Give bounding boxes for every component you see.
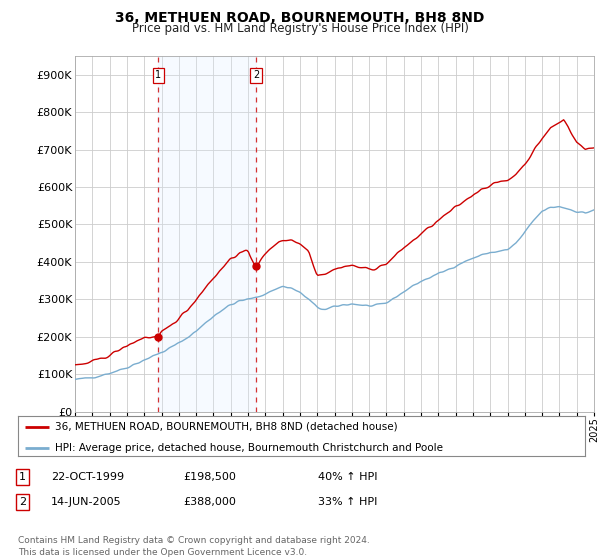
Text: HPI: Average price, detached house, Bournemouth Christchurch and Poole: HPI: Average price, detached house, Bour…	[55, 442, 443, 452]
Text: 2: 2	[253, 70, 259, 80]
Text: 36, METHUEN ROAD, BOURNEMOUTH, BH8 8ND (detached house): 36, METHUEN ROAD, BOURNEMOUTH, BH8 8ND (…	[55, 422, 397, 432]
Text: 40% ↑ HPI: 40% ↑ HPI	[318, 472, 377, 482]
Text: Price paid vs. HM Land Registry's House Price Index (HPI): Price paid vs. HM Land Registry's House …	[131, 22, 469, 35]
Text: 14-JUN-2005: 14-JUN-2005	[51, 497, 122, 507]
Text: £198,500: £198,500	[183, 472, 236, 482]
Text: 36, METHUEN ROAD, BOURNEMOUTH, BH8 8ND: 36, METHUEN ROAD, BOURNEMOUTH, BH8 8ND	[115, 11, 485, 25]
Text: 1: 1	[155, 70, 161, 80]
Text: £388,000: £388,000	[183, 497, 236, 507]
Text: 1: 1	[19, 472, 26, 482]
Text: 33% ↑ HPI: 33% ↑ HPI	[318, 497, 377, 507]
Bar	[158, 56, 256, 412]
Text: 2: 2	[19, 497, 26, 507]
Text: 22-OCT-1999: 22-OCT-1999	[51, 472, 124, 482]
Text: Contains HM Land Registry data © Crown copyright and database right 2024.
This d: Contains HM Land Registry data © Crown c…	[18, 536, 370, 557]
